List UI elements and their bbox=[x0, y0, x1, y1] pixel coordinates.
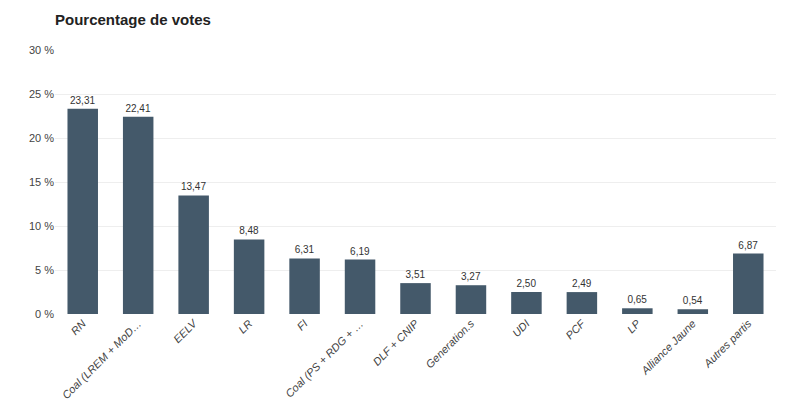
svg-text:22,41: 22,41 bbox=[125, 103, 150, 114]
svg-text:Generation.s: Generation.s bbox=[423, 317, 476, 370]
svg-text:Alliance Jaune: Alliance Jaune bbox=[638, 317, 698, 377]
svg-text:Autres partis: Autres partis bbox=[701, 317, 754, 370]
svg-text:EELV: EELV bbox=[171, 316, 200, 345]
svg-text:UDI: UDI bbox=[510, 317, 532, 339]
svg-text:Coal (LREM + MoD…: Coal (LREM + MoD… bbox=[60, 317, 144, 401]
svg-text:0,65: 0,65 bbox=[627, 294, 647, 305]
svg-text:5 %: 5 % bbox=[35, 264, 54, 276]
svg-text:3,51: 3,51 bbox=[406, 269, 426, 280]
svg-text:2,49: 2,49 bbox=[572, 278, 592, 289]
svg-text:6,87: 6,87 bbox=[738, 240, 758, 251]
svg-text:RN: RN bbox=[68, 317, 88, 337]
svg-text:8,48: 8,48 bbox=[239, 225, 259, 236]
svg-text:13,47: 13,47 bbox=[181, 181, 206, 192]
svg-text:LR: LR bbox=[236, 317, 254, 335]
svg-text:15 %: 15 % bbox=[29, 176, 54, 188]
svg-text:25 %: 25 % bbox=[29, 88, 54, 100]
svg-text:Coal (PS + RDG + …: Coal (PS + RDG + … bbox=[283, 317, 365, 399]
svg-text:PCF: PCF bbox=[563, 316, 588, 341]
svg-text:6,19: 6,19 bbox=[350, 246, 370, 257]
svg-text:2,50: 2,50 bbox=[516, 278, 536, 289]
svg-text:Pourcentage de votes: Pourcentage de votes bbox=[55, 11, 211, 28]
svg-text:3,27: 3,27 bbox=[461, 271, 481, 282]
svg-text:30 %: 30 % bbox=[29, 44, 54, 56]
svg-text:20 %: 20 % bbox=[29, 132, 54, 144]
svg-text:DLF + CNIP: DLF + CNIP bbox=[370, 317, 421, 368]
svg-text:23,31: 23,31 bbox=[70, 95, 95, 106]
svg-text:0,54: 0,54 bbox=[683, 295, 703, 306]
svg-text:10 %: 10 % bbox=[29, 220, 54, 232]
svg-text:0 %: 0 % bbox=[35, 308, 54, 320]
svg-text:FI: FI bbox=[294, 317, 309, 332]
svg-text:LP: LP bbox=[625, 317, 643, 335]
svg-text:6,31: 6,31 bbox=[295, 244, 315, 255]
